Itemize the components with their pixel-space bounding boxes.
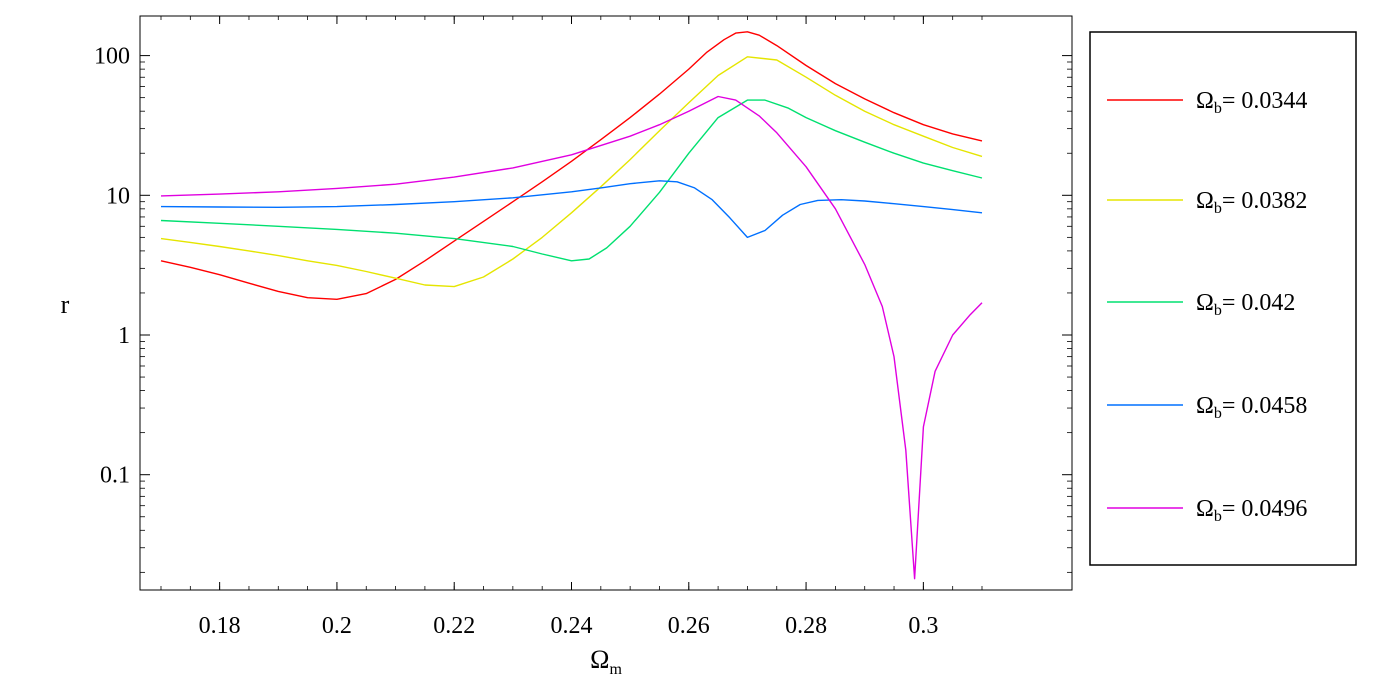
x-tick-label: 0.2 <box>322 613 352 639</box>
legend-label: Ωb= 0.0344 <box>1196 88 1307 117</box>
plot-frame <box>139 15 1073 591</box>
x-tick-label: 0.18 <box>199 613 241 639</box>
legend-label: Ωb= 0.042 <box>1196 290 1295 319</box>
series-lines <box>160 31 983 580</box>
legend-label: Ωb= 0.0496 <box>1196 496 1307 525</box>
series-line-0 <box>160 31 983 300</box>
x-tick-label: 0.26 <box>668 613 710 639</box>
legend-item: Ωb= 0.042 <box>1107 290 1295 319</box>
x-tick-label: 0.28 <box>785 613 827 639</box>
legend-label: Ωb= 0.0458 <box>1196 393 1307 422</box>
x-tick-label: 0.22 <box>433 613 475 639</box>
legend: Ωb= 0.0344 Ωb= 0.0382 Ωb= 0.042 Ωb= 0.0458 Ω… <box>1107 88 1307 525</box>
x-tick-label: 0.24 <box>551 613 593 639</box>
legend-item: Ωb= 0.0382 <box>1107 188 1307 217</box>
x-axis-label: Ωm <box>590 645 622 678</box>
x-tick-label: 0.3 <box>908 613 938 639</box>
series-line-3 <box>160 180 983 239</box>
legend-box <box>1089 31 1357 566</box>
series-line-2 <box>160 99 983 262</box>
series-line-4 <box>160 95 983 580</box>
legend-label: Ωb= 0.0382 <box>1196 188 1307 217</box>
y-tick-label: 10 <box>106 183 130 209</box>
y-axis: 0.1 1 10 100 <box>94 44 1072 573</box>
series-line-1 <box>160 56 983 288</box>
y-tick-label: 0.1 <box>100 463 130 489</box>
y-tick-label: 100 <box>94 44 130 70</box>
legend-item: Ωb= 0.0458 <box>1107 393 1307 422</box>
legend-item: Ωb= 0.0344 <box>1107 88 1307 117</box>
y-tick-label: 1 <box>118 323 130 349</box>
x-axis: 0.18 0.2 0.22 0.24 0.26 0.28 0.3 <box>160 16 983 639</box>
legend-item: Ωb= 0.0496 <box>1107 496 1307 525</box>
y-axis-label: r <box>61 290 70 319</box>
